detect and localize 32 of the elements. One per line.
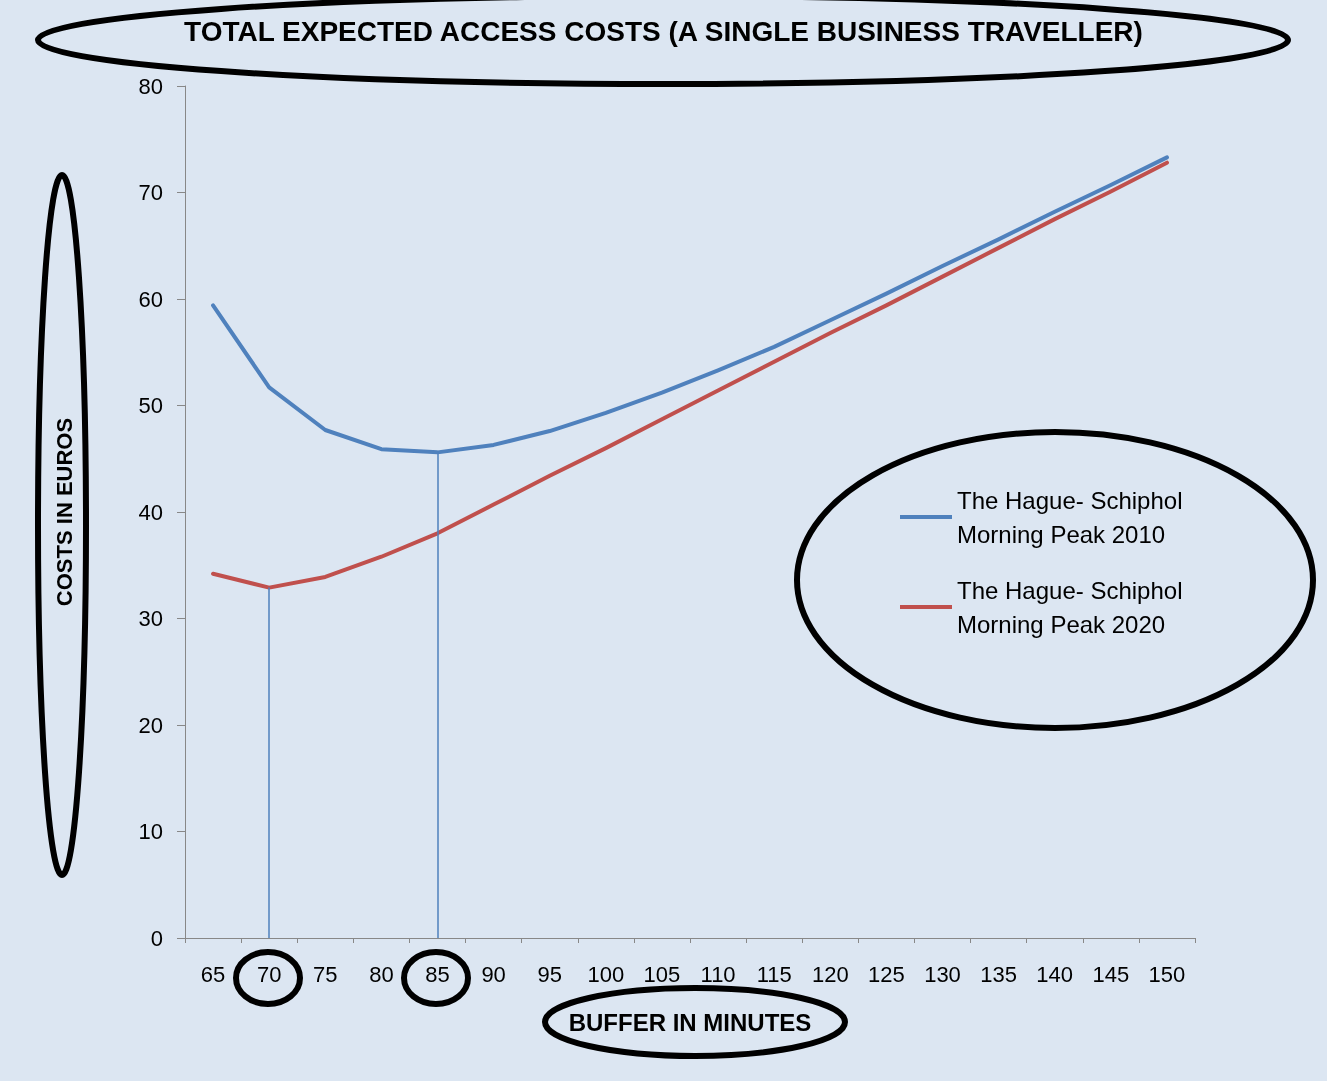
x-tick-label: 75 [313, 961, 338, 987]
y-tick-label: 20 [138, 712, 163, 738]
y-axis-title: COSTS IN EUROS [51, 417, 77, 607]
y-tick-label: 10 [138, 819, 163, 844]
x-tick-label: 130 [924, 961, 961, 987]
x-tick-label: 105 [643, 961, 681, 987]
x-tick-label: 100 [587, 961, 625, 987]
y-tick-label: 50 [138, 393, 163, 418]
y-tick-label: 0 [150, 925, 163, 951]
x-tick-label: 150 [1148, 961, 1186, 987]
x-tick-label: 95 [537, 961, 562, 987]
x-axis-title: BUFFER IN MINUTES [568, 1008, 812, 1036]
legend-label: The Hague- Schiphol Morning Peak 2010 [957, 486, 1190, 548]
y-tick-label: 60 [138, 286, 163, 312]
x-tick-label: 90 [481, 961, 506, 987]
x-tick-label: 115 [756, 961, 792, 987]
x-tick-label: 125 [868, 961, 905, 987]
x-tick-label: 70 [256, 961, 282, 987]
x-tick-label: 85 [425, 961, 450, 987]
x-tick-label: 140 [1036, 961, 1074, 987]
chart-title: TOTAL EXPECTED ACCESS COSTS (A SINGLE BUSINESS TRAVELLER) [184, 15, 1143, 47]
y-tick-label: 80 [138, 73, 163, 99]
x-tick-label: 65 [200, 961, 226, 987]
x-tick-label: 135 [980, 961, 1017, 987]
x-tick-label: 145 [1092, 961, 1130, 987]
y-tick-label: 30 [138, 606, 163, 631]
x-tick-label: 120 [811, 961, 849, 987]
x-tick-label: 80 [369, 961, 394, 987]
y-tick-label: 40 [138, 499, 163, 525]
x-tick-label: 110 [700, 961, 736, 987]
legend-label: The Hague- Schiphol Morning Peak 2020 [957, 576, 1190, 638]
y-tick-label: 70 [138, 180, 163, 205]
